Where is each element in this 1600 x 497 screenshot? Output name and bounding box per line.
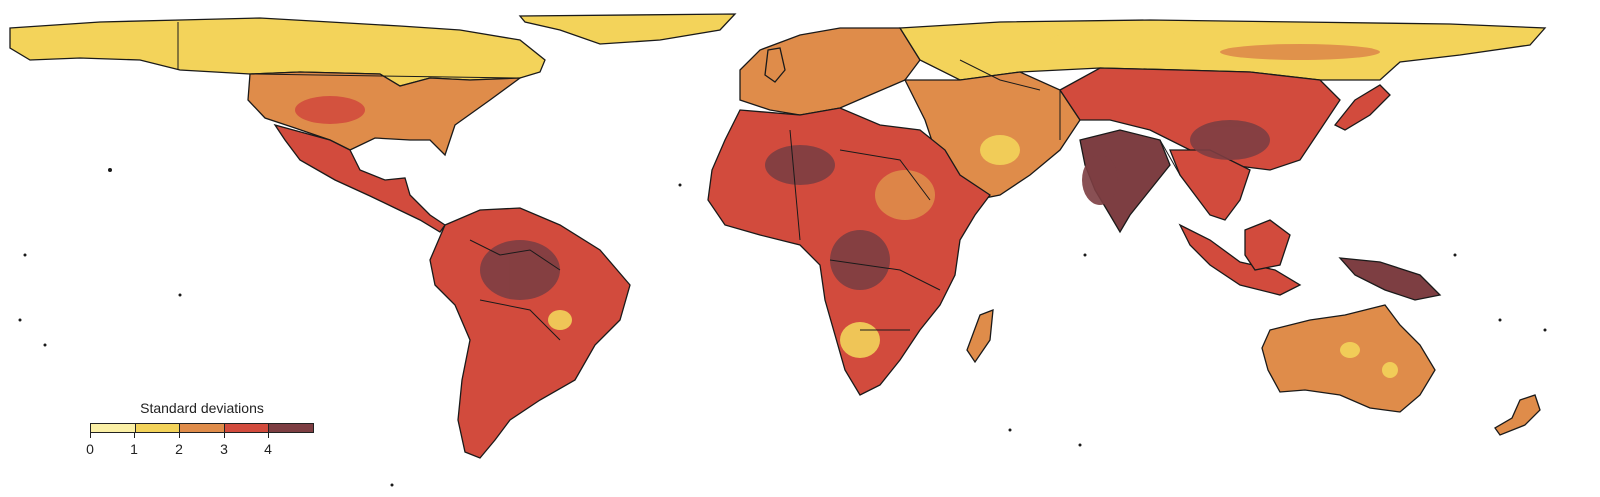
legend-swatch (179, 424, 224, 432)
small-islands (18, 168, 1547, 487)
legend-label: 1 (130, 441, 138, 457)
land-madagascar (966, 309, 994, 364)
legend-title: Standard deviations (140, 400, 264, 416)
land-greenland (518, 13, 737, 45)
land-east-asia (1059, 67, 1341, 171)
legend-swatch (91, 424, 135, 432)
land-japan (1333, 84, 1391, 131)
legend-label: 2 (175, 441, 183, 457)
land-great-britain (764, 47, 786, 83)
country-borders (177, 22, 1181, 341)
land-borneo (1244, 219, 1291, 271)
land-usa (247, 71, 523, 157)
legend-swatch (134, 424, 180, 432)
legend-tick (268, 433, 269, 438)
legend-label: 4 (264, 441, 272, 457)
legend-tick (134, 433, 135, 438)
legend-label: 3 (220, 441, 228, 457)
land-indonesia (1178, 223, 1302, 296)
legend-tick (90, 433, 91, 438)
legend-label: 0 (86, 441, 94, 457)
land-middle-east (903, 71, 1081, 201)
land-new-guinea (1338, 257, 1442, 301)
legend-swatch (223, 424, 269, 432)
land-south-america (429, 207, 631, 459)
legend-color-bar (90, 423, 314, 433)
legend-tick (224, 433, 225, 438)
land-australia (1261, 304, 1436, 413)
legend-swatch (268, 424, 313, 432)
heat-patches (295, 30, 1398, 378)
legend-tick (179, 433, 180, 438)
color-legend: Standard deviations 0 1 2 3 4 (86, 400, 330, 470)
land-new-zealand (1494, 394, 1541, 436)
